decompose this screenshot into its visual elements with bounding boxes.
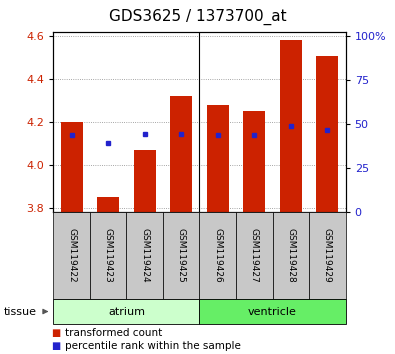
Text: ■: ■: [51, 341, 60, 351]
Text: atrium: atrium: [108, 307, 145, 316]
Bar: [316, 56, 338, 212]
Text: GSM119428: GSM119428: [286, 228, 295, 283]
Bar: [97, 197, 119, 212]
Text: GSM119422: GSM119422: [67, 228, 76, 283]
Bar: [207, 105, 229, 212]
Text: GSM119427: GSM119427: [250, 228, 259, 283]
Text: GDS3625 / 1373700_at: GDS3625 / 1373700_at: [109, 9, 286, 25]
Text: percentile rank within the sample: percentile rank within the sample: [65, 341, 241, 351]
Text: ventricle: ventricle: [248, 307, 297, 316]
Text: tissue: tissue: [4, 307, 37, 316]
Bar: [134, 150, 156, 212]
Text: GSM119425: GSM119425: [177, 228, 186, 283]
Bar: [243, 112, 265, 212]
Bar: [170, 96, 192, 212]
Text: GSM119426: GSM119426: [213, 228, 222, 283]
Text: GSM119423: GSM119423: [103, 228, 113, 283]
Text: ■: ■: [51, 329, 60, 338]
Text: GSM119429: GSM119429: [323, 228, 332, 283]
Text: GSM119424: GSM119424: [140, 228, 149, 283]
Bar: [61, 122, 83, 212]
Text: transformed count: transformed count: [65, 329, 162, 338]
Bar: [280, 40, 302, 212]
